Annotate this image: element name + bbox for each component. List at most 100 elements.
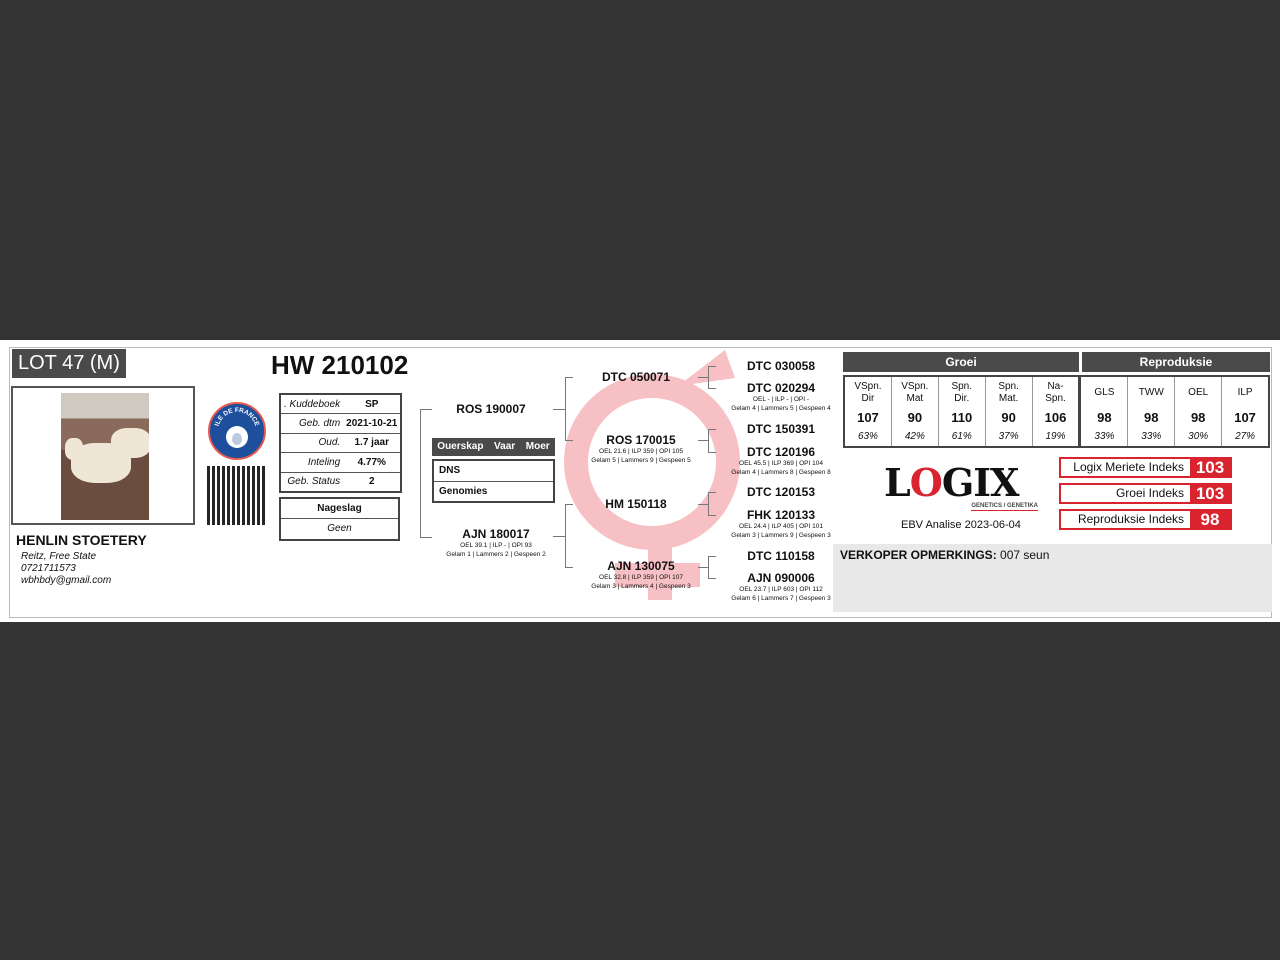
info-value: 2021-10-21: [343, 413, 402, 434]
trait-line1: VSpn.: [901, 380, 929, 392]
seller-remarks: VERKOPER OPMERKINGS: 007 seun: [833, 544, 1272, 612]
info-label: Geb. Status: [287, 476, 341, 487]
ebv-grid: VSpn. Dir 107 63% VSpn. Mat 90 42% Spn. Dir. 110 61…: [843, 375, 1270, 448]
sd-name: ROS 170015: [606, 433, 676, 447]
dd-name: AJN 130075: [607, 559, 675, 573]
dam-stats: OEL 39.1 | ILP - | OPI 93: [460, 542, 532, 549]
breeder-location: Reitz, Free State: [21, 551, 97, 562]
ssd-stats: OEL - | ILP - | OPI -: [752, 396, 810, 403]
trait-line2: Dir.: [954, 392, 970, 404]
index-growth: Groei Indeks 103: [1059, 483, 1232, 504]
trait-line1: TWW: [1138, 386, 1164, 398]
ebv-trait: Na- Spn.: [1033, 377, 1079, 408]
ebv-column: Spn. Dir. 110 61%: [939, 377, 986, 446]
pedigree-dss: DTC 120153: [747, 485, 815, 499]
ebv-column: GLS 98 33%: [1081, 377, 1129, 446]
pedigree-ds: HM 150118: [605, 497, 666, 511]
dam-header: Moer: [525, 441, 550, 452]
dam-lambing: Gelam 1 | Lammers 2 | Gespeen 2: [446, 551, 546, 558]
pedigree-dds: DTC 110158: [747, 549, 814, 563]
ebv-value: 98: [1144, 410, 1159, 425]
ebv-accuracy: 19%: [1045, 431, 1066, 442]
info-label: Geb. dtm: [280, 413, 344, 434]
trait-line2: Spn.: [1045, 392, 1066, 404]
index-value: 103: [1190, 459, 1230, 476]
index-label: Logix Meriete Indeks: [1073, 460, 1184, 474]
ebv-trait: TWW: [1128, 377, 1174, 408]
trait-line1: Na-: [1047, 380, 1064, 392]
logo-subtitle: GENETICS / GENETIKA: [971, 503, 1038, 511]
index-label: Groei Indeks: [1115, 486, 1184, 500]
info-value: 2: [368, 476, 375, 487]
pedigree-sss: DTC 030058: [747, 359, 815, 373]
info-label: Inteling: [280, 452, 344, 473]
parentage-dns: DNS: [439, 465, 461, 476]
nageslag-label: Nageslag: [281, 499, 398, 519]
breeder-name: HENLIN STOETERY: [16, 532, 147, 548]
ebv-value: 90: [1001, 410, 1016, 425]
index-label: Reproduksie Indeks: [1077, 512, 1184, 526]
ebv-column: VSpn. Mat 90 42%: [892, 377, 939, 446]
ebv-value: 107: [1234, 410, 1256, 425]
ebv-analysis-date: EBV Analise 2023-06-04: [901, 519, 1021, 531]
trait-line1: Spn.: [951, 380, 973, 392]
info-value: SP: [343, 394, 402, 414]
sdd-name: DTC 120196: [746, 445, 816, 459]
ebv-value: 90: [907, 410, 923, 425]
breed-logo: ILE DE FRANCE: [208, 402, 266, 460]
ebv-column: OEL 98 30%: [1175, 377, 1223, 446]
ebv-value: 107: [857, 410, 879, 425]
ebv-column: Spn. Mat. 90 37%: [986, 377, 1033, 446]
pedigree-dsd: FHK 120133 OEL 24.4 | ILP 405 | OPI 101 Ge…: [731, 508, 830, 540]
trait-line1: ILP: [1237, 386, 1253, 398]
parentage-genomic: Genomies: [434, 481, 553, 501]
ebv-accuracy: 33%: [1141, 431, 1162, 442]
dsd-stats: OEL 24.4 | ILP 405 | OPI 101: [739, 523, 823, 530]
dd-stats: OEL 32.8 | ILP 359 | OPI 107: [599, 574, 683, 581]
sd-stats: OEL 21.6 | ILP 359 | OPI 105: [599, 448, 683, 455]
pedigree-ddd: AJN 090006 OEL 23.7 | ILP 603 | OPI 112 Ge…: [731, 571, 830, 603]
breeder-phone: 0721711573: [21, 563, 76, 574]
index-value: 103: [1190, 485, 1230, 502]
qr-code[interactable]: [207, 466, 266, 525]
index-reproduction: Reproduksie Indeks 98: [1059, 509, 1232, 530]
trait-line2: Mat.: [998, 392, 1019, 404]
sss-name: DTC 030058: [746, 359, 816, 373]
ebv-accuracy: 27%: [1235, 431, 1256, 442]
lot-label: LOT 47 (M): [12, 349, 126, 378]
parentage-header: Ouerskap: [437, 441, 484, 452]
pedigree-sds: DTC 150391: [747, 422, 815, 436]
pedigree-dd: AJN 130075 OEL 32.8 | ILP 359 | OPI 107 Ge…: [591, 559, 690, 591]
ds-name: HM 150118: [605, 497, 667, 511]
info-label: Oud.: [280, 433, 344, 453]
dss-name: DTC 120153: [746, 485, 816, 499]
sds-name: DTC 150391: [746, 422, 816, 436]
ebv-column: TWW 98 33%: [1128, 377, 1176, 446]
ebv-trait: Spn. Mat.: [986, 377, 1032, 408]
sdd-lambing: Gelam 4 | Lammers 8 | Gespeen 8: [731, 469, 831, 476]
info-value: 1.7 jaar: [343, 433, 402, 453]
nageslag-value: Geen: [327, 523, 352, 534]
sd-lambing: Gelam 5 | Lammers 9 | Gespeen 5: [591, 457, 691, 464]
ebv-accuracy: 30%: [1188, 431, 1209, 442]
ebv-value: 110: [951, 410, 973, 425]
index-merit: Logix Meriete Indeks 103: [1059, 457, 1232, 478]
animal-id: HW 210102: [271, 350, 409, 380]
trait-line2: Mat: [906, 392, 924, 404]
ssd-name: DTC 020294: [746, 381, 816, 395]
info-value: 4.77%: [343, 452, 402, 473]
info-table: . Kuddeboek SP Geb. dtm 2021-10-21 Oud. 1.7…: [279, 393, 403, 493]
ddd-lambing: Gelam 6 | Lammers 7 | Gespeen 3: [731, 595, 831, 602]
ddd-name: AJN 090006: [747, 571, 815, 585]
sdd-stats: OEL 45.5 | ILP 369 | OPI 104: [739, 460, 823, 467]
ebv-accuracy: 63%: [857, 431, 878, 442]
dam-name: AJN 180017: [462, 527, 530, 541]
logix-logo: LOGIX GENETICS / GENETIKA: [884, 460, 1038, 511]
ebv-column: VSpn. Dir 107 63%: [845, 377, 892, 446]
info-label: . Kuddeboek: [280, 394, 344, 414]
dsd-name: FHK 120133: [746, 508, 816, 522]
nageslag-box: Nageslag Geen: [279, 497, 400, 541]
ss-name: DTC 050071: [601, 370, 671, 384]
dsd-lambing: Gelam 3 | Lammers 9 | Gespeen 3: [731, 532, 831, 539]
pedigree-sire: ROS 190007: [456, 402, 525, 416]
